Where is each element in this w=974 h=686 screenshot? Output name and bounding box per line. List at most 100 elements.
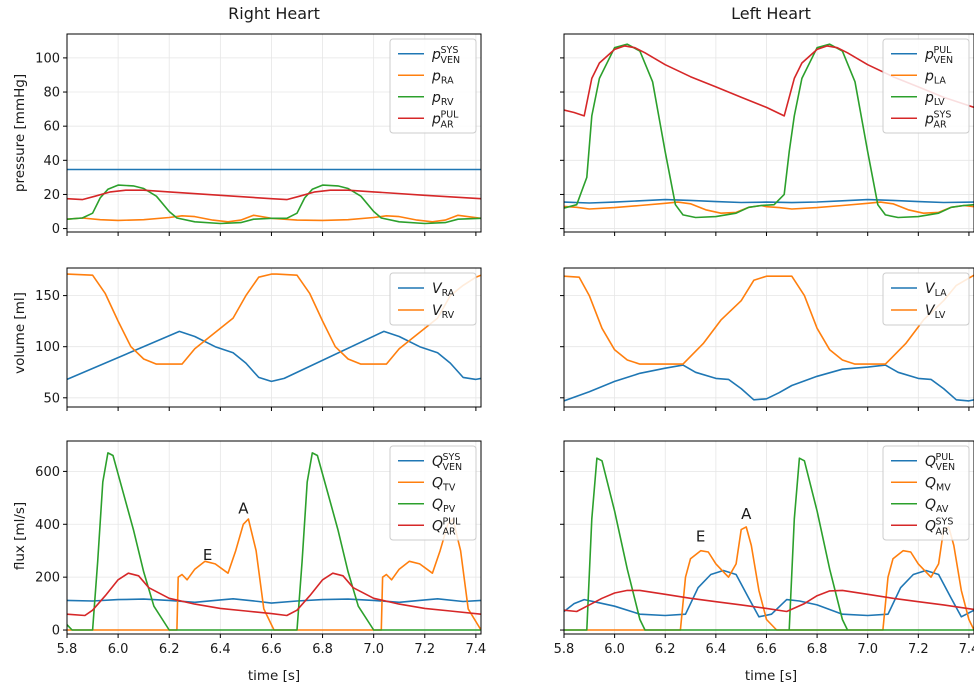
- legend-label: QMV: [925, 475, 951, 493]
- legend-label: QSYS AR: [925, 516, 953, 537]
- y-tick-label: 400: [35, 518, 60, 533]
- annotation-E: E: [203, 546, 212, 564]
- y-tick-label: 100: [35, 340, 60, 355]
- x-axis-label-right: time [s]: [248, 668, 300, 684]
- series-line-ven-pul: [564, 198, 974, 204]
- x-tick-label: 7.0: [857, 642, 878, 657]
- y-tick-label: 20: [43, 188, 60, 203]
- y-tick-label: 100: [35, 51, 60, 66]
- panel-left-volume: VLA VLV: [560, 267, 974, 411]
- legend: VRA VRV: [389, 272, 477, 326]
- series-line-lv: [564, 43, 974, 219]
- y-tick-label: 40: [43, 154, 60, 169]
- series-line-ar-sys: [564, 589, 974, 613]
- legend: VLA VLV: [882, 272, 970, 326]
- legend-label: pSYS AR: [924, 109, 951, 130]
- y-axis-label-volume: volume [ml]: [12, 292, 28, 374]
- series-line-ra: [67, 214, 481, 223]
- annotation-E: E: [696, 527, 705, 545]
- series-line-ar-pul: [67, 572, 481, 617]
- legend-label: VLA: [925, 281, 947, 299]
- legend-box: [389, 272, 477, 326]
- x-axis-label-left: time [s]: [745, 668, 797, 684]
- series-group: [564, 274, 974, 402]
- series-group: [67, 273, 481, 383]
- y-tick-label: 80: [43, 86, 60, 101]
- legend-label: VRV: [432, 303, 455, 321]
- x-tick-label: 6.2: [655, 642, 676, 657]
- legend-box: [389, 445, 477, 541]
- series-group: [564, 43, 974, 219]
- legend-label: pPUL AR: [431, 109, 459, 130]
- x-tick-label: 6.4: [210, 642, 231, 657]
- panel-right-flux: 0 200 400 600 5.8 6.0 6.2 6.4 6.6 6.8 7.0 7.2 7.4 E A Q…: [35, 440, 487, 657]
- legend-label: pLA: [924, 68, 946, 86]
- series-line-av: [788, 457, 849, 631]
- axes-frame: [563, 440, 974, 635]
- axes-frame: [66, 33, 482, 233]
- series-line-ar-pul: [67, 189, 481, 201]
- column-title-left-heart: Left Heart: [731, 4, 811, 23]
- annotation-A: A: [741, 505, 752, 523]
- series-line-ven-sys: [67, 597, 481, 604]
- y-axis-label-flux: flux [ml/s]: [12, 502, 28, 570]
- legend-box: [389, 38, 477, 134]
- series-line-lv: [564, 274, 974, 365]
- x-tick-label: 7.4: [466, 642, 487, 657]
- axes-frame: [66, 440, 482, 635]
- legend-label: pSYS VEN: [431, 45, 460, 66]
- x-tick-label: 7.2: [908, 642, 929, 657]
- series-line-ra: [67, 330, 481, 383]
- x-tick-label: 6.8: [312, 642, 333, 657]
- panel-right-volume: 50 100 150 VRA VRV: [35, 267, 482, 411]
- x-tick-label: 5.8: [554, 642, 575, 657]
- y-tick-label: 50: [43, 391, 60, 406]
- series-line-av: [564, 457, 974, 631]
- y-tick-label: 0: [52, 624, 60, 639]
- y-tick-label: 60: [43, 120, 60, 135]
- series-line-ar-sys: [564, 45, 974, 117]
- column-title-right-heart: Right Heart: [228, 4, 320, 23]
- series-line-rv: [67, 273, 481, 365]
- legend-label: QPUL VEN: [925, 452, 955, 473]
- series-line-pv: [67, 452, 481, 631]
- axes-frame: [563, 33, 974, 233]
- legend-label: pRV: [431, 90, 454, 108]
- legend-box: [882, 445, 970, 541]
- legend-box: [882, 272, 970, 326]
- y-axis-label-pressure: pressure [mmHg]: [12, 74, 28, 192]
- x-tick-label: 6.6: [261, 642, 282, 657]
- legend-label: QSYS VEN: [432, 452, 462, 473]
- y-tick-label: 150: [35, 289, 60, 304]
- y-tick-label: 200: [35, 571, 60, 586]
- legend-label: VRA: [432, 281, 455, 299]
- legend-label: QPUL AR: [432, 516, 461, 537]
- legend-label: QTV: [432, 475, 456, 493]
- series-group: [67, 452, 481, 631]
- x-tick-label: 6.0: [604, 642, 625, 657]
- annotation-A: A: [238, 500, 249, 518]
- x-tick-label: 7.2: [414, 642, 435, 657]
- legend-label: pRA: [431, 68, 454, 86]
- legend-box: [882, 38, 970, 134]
- legend-label: VLV: [925, 303, 946, 321]
- series-line-rv: [67, 184, 481, 225]
- x-tick-label: 6.8: [807, 642, 828, 657]
- series-line-la: [564, 201, 974, 214]
- x-tick-label: 6.4: [706, 642, 727, 657]
- x-tick-label: 6.0: [108, 642, 129, 657]
- series-line-la: [564, 364, 974, 402]
- y-tick-label: 600: [35, 465, 60, 480]
- x-tick-label: 7.4: [959, 642, 974, 657]
- legend-label: QAV: [925, 497, 949, 515]
- y-tick-label: 0: [52, 222, 60, 237]
- x-tick-label: 5.8: [57, 642, 78, 657]
- axes-frame: [66, 267, 482, 408]
